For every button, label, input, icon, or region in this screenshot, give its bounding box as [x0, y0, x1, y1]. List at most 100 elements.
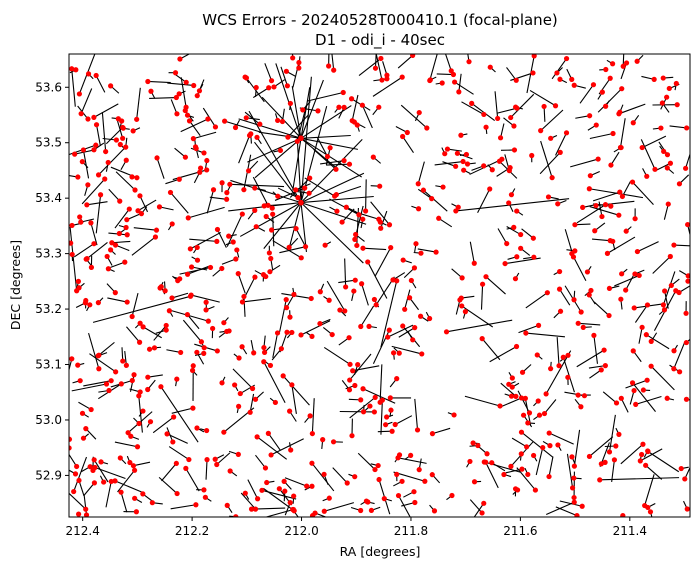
error-vector: [182, 319, 202, 343]
error-vector: [108, 188, 121, 202]
source-point: [126, 206, 132, 212]
source-point: [201, 150, 207, 156]
source-point: [233, 256, 239, 262]
source-point: [619, 271, 625, 277]
error-vector: [216, 452, 231, 465]
source-point: [274, 330, 281, 336]
source-point: [587, 173, 593, 179]
error-vector: [314, 512, 328, 517]
source-point: [341, 104, 347, 110]
source-point: [453, 163, 459, 169]
source-point: [664, 152, 671, 158]
error-vector: [349, 353, 372, 381]
source-point: [152, 234, 159, 240]
source-point: [291, 508, 297, 514]
source-point: [659, 100, 665, 106]
source-point: [205, 318, 211, 324]
source-point: [130, 128, 136, 134]
error-vector: [240, 492, 256, 510]
source-point: [415, 181, 421, 187]
error-vector: [272, 240, 302, 259]
source-point: [344, 480, 350, 486]
error-vector: [625, 379, 648, 389]
source-point: [130, 463, 137, 469]
source-point: [222, 118, 228, 124]
source-point: [586, 292, 592, 298]
error-vector: [621, 181, 631, 197]
source-point: [645, 448, 651, 455]
source-point: [322, 242, 328, 248]
error-vector: [300, 134, 351, 139]
error-vector: [573, 429, 581, 467]
error-vector: [83, 495, 88, 516]
source-point: [661, 148, 667, 155]
source-point: [69, 251, 75, 258]
source-point: [683, 310, 689, 316]
source-point: [98, 459, 104, 465]
source-point: [286, 244, 292, 250]
y-tick-label: 53.0: [35, 413, 62, 427]
source-point: [184, 271, 191, 277]
source-point: [113, 369, 119, 375]
error-vector: [188, 206, 225, 219]
source-point: [637, 458, 643, 464]
y-tick-label: 53.2: [35, 302, 62, 316]
source-point: [224, 190, 230, 196]
source-point: [158, 384, 164, 390]
error-vector: [69, 492, 87, 510]
error-vector: [261, 96, 302, 139]
source-point: [237, 390, 243, 397]
source-point: [326, 297, 332, 303]
error-vector: [618, 103, 646, 115]
source-point: [685, 278, 690, 284]
source-point: [400, 133, 406, 140]
error-vector: [387, 324, 414, 338]
source-point: [193, 145, 199, 152]
error-vector: [243, 296, 246, 317]
source-point: [613, 400, 620, 406]
error-vector: [142, 326, 162, 339]
source-point: [483, 459, 489, 465]
source-point: [396, 350, 402, 356]
error-vector: [600, 442, 610, 465]
source-point: [392, 421, 398, 428]
source-point: [538, 128, 544, 134]
source-point: [514, 254, 520, 260]
error-vector: [599, 477, 680, 481]
source-point: [569, 485, 576, 491]
source-point: [174, 111, 180, 117]
source-point: [479, 281, 486, 287]
source-point: [197, 165, 204, 171]
error-vector: [650, 365, 675, 391]
source-point: [484, 451, 490, 457]
error-vector: [400, 104, 428, 129]
error-vector: [341, 208, 355, 223]
chart-title: WCS Errors - 20240528T000410.1 (focal-pl…: [202, 11, 558, 29]
error-vector: [362, 388, 396, 404]
source-point: [667, 253, 673, 260]
source-point: [76, 477, 82, 484]
error-vector: [300, 202, 367, 225]
error-vector: [83, 482, 95, 497]
source-point: [212, 456, 218, 462]
error-vector: [311, 462, 335, 492]
error-vector: [272, 332, 279, 358]
source-point: [349, 433, 355, 439]
source-point: [556, 286, 563, 292]
source-point: [408, 452, 414, 459]
x-tick-label: 212.4: [65, 524, 99, 538]
source-point: [291, 291, 297, 298]
error-vector: [304, 177, 335, 197]
source-point: [95, 353, 101, 359]
source-point: [416, 109, 422, 116]
source-point: [336, 104, 342, 110]
y-axis-ticks: 52.9 53.0 53.1 53.2 53.3 53.4 53.5 53.6: [35, 80, 69, 482]
source-point: [449, 492, 455, 499]
source-point: [487, 186, 493, 192]
error-vector: [372, 76, 403, 97]
source-point: [342, 308, 348, 314]
source-point: [431, 508, 438, 514]
source-point: [203, 307, 209, 313]
source-point: [569, 454, 575, 460]
source-point: [296, 65, 302, 71]
